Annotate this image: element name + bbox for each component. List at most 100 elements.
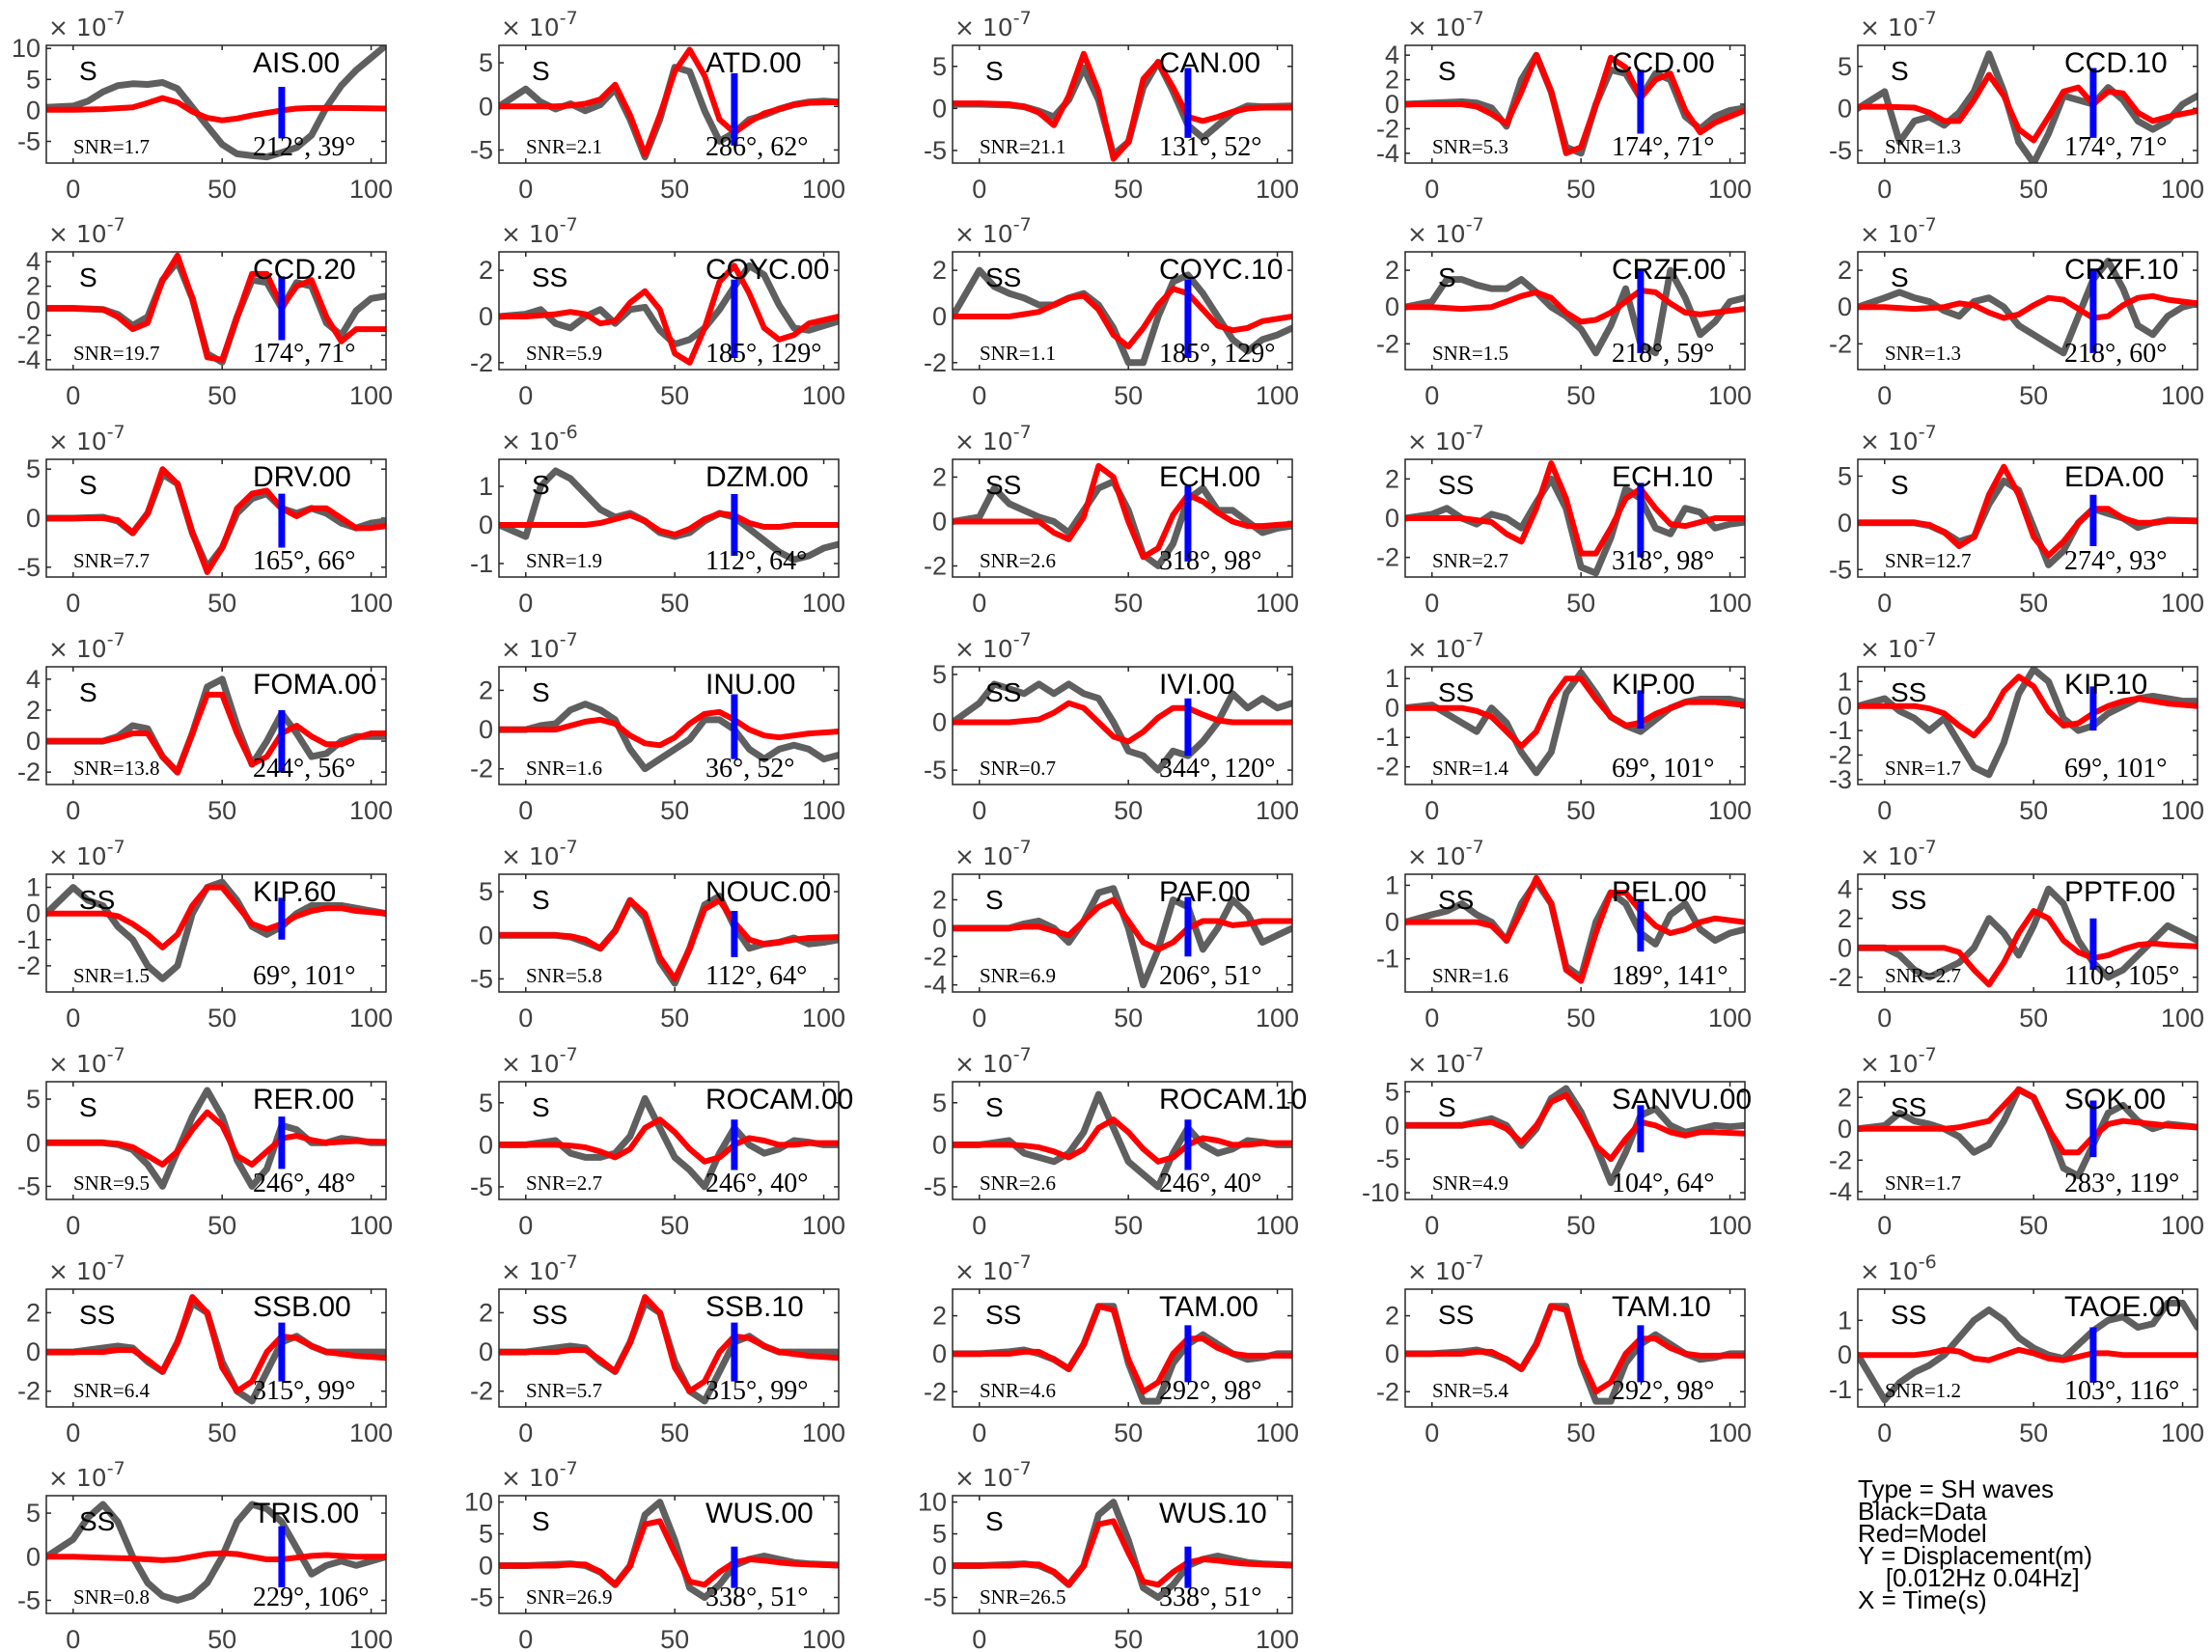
station-label: KIP.00 <box>1612 669 1695 701</box>
y-tick-label: -2 <box>470 755 493 784</box>
y-tick-label: 0 <box>1385 292 1399 321</box>
x-tick-label: 50 <box>1114 1418 1143 1447</box>
exponent-label: × 10-7 <box>501 1252 578 1285</box>
angles-label: 318°, 98° <box>1612 546 1714 576</box>
x-tick-label: 100 <box>1256 1418 1299 1447</box>
angles-label: 246°, 48° <box>253 1169 355 1198</box>
snr-label: SNR=2.7 <box>526 1171 602 1195</box>
x-tick-label: 100 <box>349 1211 393 1240</box>
station-label: SSB.10 <box>705 1291 804 1323</box>
snr-label: SNR=1.1 <box>980 342 1056 365</box>
x-tick-label: 0 <box>1424 1418 1439 1447</box>
x-tick-label: 0 <box>1424 175 1439 204</box>
y-tick-label: 0 <box>932 1130 947 1159</box>
x-tick-label: 100 <box>1708 589 1752 618</box>
x-tick-label: 50 <box>660 796 689 825</box>
snr-label: SNR=5.8 <box>526 964 602 987</box>
y-tick-label: -5 <box>1376 1144 1399 1173</box>
axes-frame <box>498 666 840 785</box>
station-label: IVI.00 <box>1159 669 1234 701</box>
axes-frame <box>1857 1081 2198 1200</box>
x-tick-label: 0 <box>66 796 80 825</box>
exponent-label: × 10-7 <box>48 422 125 455</box>
snr-label: SNR=5.7 <box>526 1379 602 1402</box>
x-tick-label: 50 <box>1114 796 1143 825</box>
y-tick-label: 0 <box>1838 94 1852 123</box>
y-tick-label: 5 <box>932 1520 947 1549</box>
y-tick-label: -5 <box>924 756 947 785</box>
y-tick-label: 5 <box>26 65 41 94</box>
y-tick-label: 0 <box>1385 504 1399 533</box>
y-tick-label: 5 <box>1838 52 1852 81</box>
snr-label: SNR=2.6 <box>980 1171 1056 1195</box>
station-label: CCD.20 <box>253 254 356 286</box>
axes-frame <box>45 1495 387 1614</box>
x-tick-label: 100 <box>1256 175 1299 204</box>
phase-label: S <box>532 470 550 500</box>
station-label: SOK.00 <box>2064 1084 2166 1115</box>
exponent-label: × 10-7 <box>1860 629 1937 663</box>
x-tick-label: 50 <box>207 796 236 825</box>
data-trace <box>46 675 386 776</box>
x-tick-label: 0 <box>972 381 986 410</box>
exponent-label: × 10-7 <box>501 629 578 663</box>
angles-label: 165°, 66° <box>253 546 355 576</box>
station-label: CCD.00 <box>1612 47 1715 79</box>
x-tick-label: 50 <box>1566 175 1595 204</box>
data-trace <box>953 680 1292 774</box>
y-tick-label: 1 <box>1385 870 1399 899</box>
model-trace <box>1405 1303 1745 1395</box>
phase-label: SS <box>1438 677 1474 707</box>
snr-label: SNR=1.2 <box>1885 1379 1961 1402</box>
angles-label: 315°, 99° <box>705 1376 808 1406</box>
x-tick-label: 50 <box>207 1418 236 1447</box>
x-tick-label: 100 <box>2161 1004 2204 1032</box>
angles-label: 212°, 39° <box>253 132 355 162</box>
phase-label: S <box>79 1092 97 1122</box>
x-tick-label: 50 <box>1114 589 1143 618</box>
exponent-label: × 10-7 <box>48 1458 125 1492</box>
snr-label: SNR=0.8 <box>73 1585 150 1609</box>
x-tick-label: 50 <box>660 381 689 410</box>
y-tick-label: 1 <box>26 873 41 902</box>
subplot-ech-00: × 10-7 -2 0 2 0 50 100 SS ECH.00 SNR=2.6 318°, 98° <box>924 422 1299 618</box>
x-tick-label: 100 <box>2161 175 2204 204</box>
model-trace <box>46 95 386 124</box>
model-trace <box>1405 874 1745 984</box>
station-label: EDA.00 <box>2064 461 2164 493</box>
snr-label: SNR=1.7 <box>1885 757 1961 780</box>
x-tick-label: 100 <box>349 381 393 410</box>
axes-frame <box>952 458 1293 578</box>
exponent-label: × 10-7 <box>48 8 125 41</box>
x-tick-label: 0 <box>66 175 80 204</box>
x-tick-label: 0 <box>518 1211 533 1240</box>
snr-label: SNR=0.7 <box>980 757 1056 780</box>
y-tick-label: 0 <box>932 94 947 123</box>
y-tick-label: 10 <box>464 1488 493 1517</box>
y-tick-label: 0 <box>1385 694 1399 723</box>
axes-frame <box>498 44 840 164</box>
x-tick-label: 0 <box>972 1625 986 1652</box>
station-label: CRZF.00 <box>1612 254 1726 286</box>
snr-label: SNR=2.7 <box>1885 964 1961 987</box>
x-tick-label: 50 <box>660 1418 689 1447</box>
x-tick-label: 50 <box>2019 589 2048 618</box>
axes-frame <box>498 1495 840 1614</box>
phase-label: SS <box>1438 1300 1474 1330</box>
y-tick-label: 4 <box>26 247 41 276</box>
x-tick-label: 50 <box>2019 796 2048 825</box>
exponent-label: × 10-7 <box>1407 8 1484 41</box>
phase-label: SS <box>985 262 1021 292</box>
x-tick-label: 100 <box>2161 796 2204 825</box>
x-tick-label: 100 <box>1708 1418 1752 1447</box>
model-trace <box>1858 463 2198 559</box>
x-tick-label: 0 <box>518 1418 533 1447</box>
model-trace <box>46 691 386 776</box>
x-tick-label: 0 <box>1424 1004 1439 1032</box>
station-label: WUS.10 <box>1159 1498 1267 1529</box>
exponent-label: × 10-7 <box>1860 1044 1937 1078</box>
